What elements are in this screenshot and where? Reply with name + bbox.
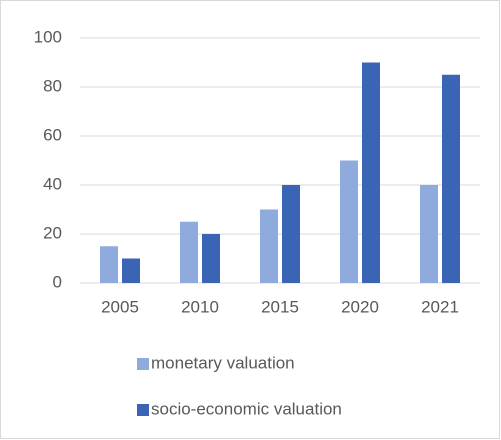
bar xyxy=(260,209,278,283)
x-tick-label: 2020 xyxy=(341,297,379,316)
y-tick-label: 80 xyxy=(43,76,62,95)
legend-label: monetary valuation xyxy=(151,353,295,372)
bar xyxy=(100,246,118,283)
bar xyxy=(340,160,358,283)
y-tick-label: 0 xyxy=(53,272,62,291)
y-tick-label: 20 xyxy=(43,223,62,242)
x-tick-label: 2021 xyxy=(421,297,459,316)
bar xyxy=(180,221,198,283)
bar xyxy=(442,74,460,283)
x-tick-label: 2005 xyxy=(101,297,139,316)
bar xyxy=(282,185,300,283)
x-tick-label: 2015 xyxy=(261,297,299,316)
x-tick-label: 2010 xyxy=(181,297,219,316)
legend-label: socio-economic valuation xyxy=(151,399,342,418)
bar xyxy=(362,62,380,283)
bar xyxy=(202,234,220,283)
legend-swatch xyxy=(137,358,149,370)
y-tick-label: 40 xyxy=(43,174,62,193)
legend-swatch xyxy=(137,404,149,416)
y-tick-label: 60 xyxy=(43,125,62,144)
bar xyxy=(420,185,438,283)
bar xyxy=(122,258,140,283)
y-tick-label: 100 xyxy=(34,27,62,46)
